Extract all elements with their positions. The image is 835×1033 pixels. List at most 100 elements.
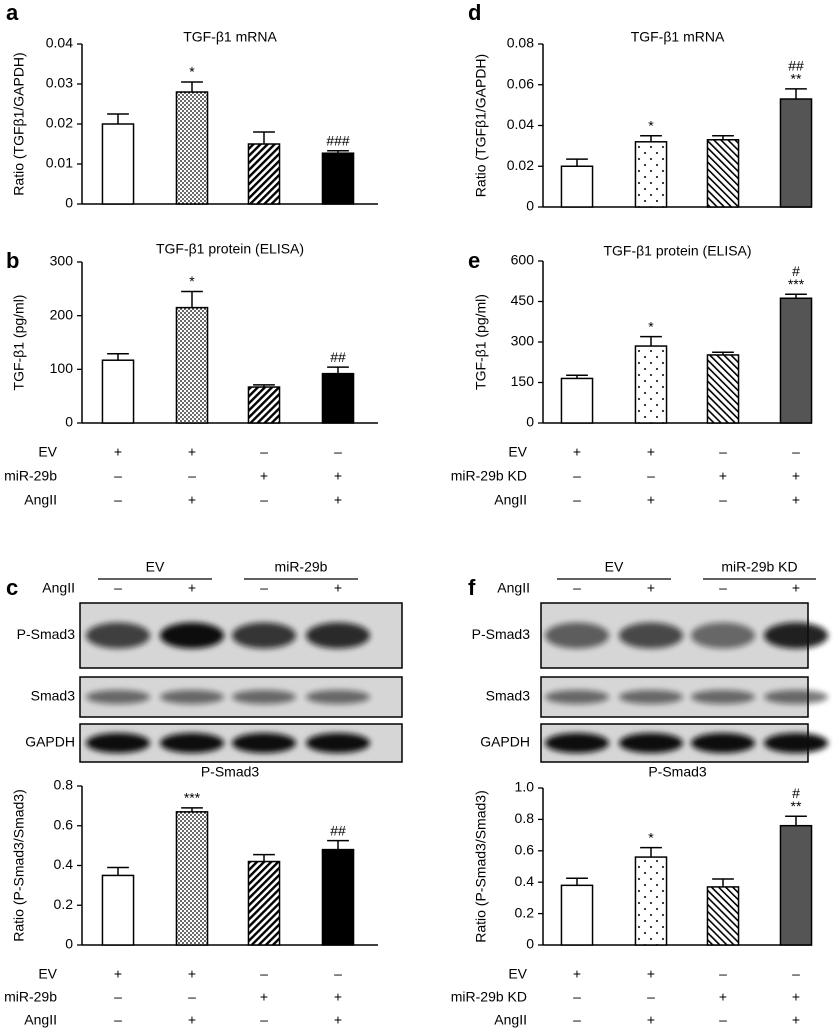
blot-band: [619, 733, 683, 753]
blot-treatment-mark: –: [114, 580, 122, 596]
condition-label: EV: [38, 966, 57, 982]
bar: [321, 848, 355, 946]
significance-label: *: [189, 64, 195, 80]
condition-mark: +: [719, 989, 727, 1005]
y-tick-label: 0.4: [54, 856, 74, 872]
condition-mark: –: [334, 444, 342, 460]
condition-mark: –: [260, 1012, 268, 1028]
bar: [779, 297, 813, 424]
blot-band-label: P-Smad3: [17, 626, 76, 642]
blot-band: [232, 690, 296, 704]
y-tick-label: 0: [65, 414, 73, 430]
chart-title: P-Smad3: [201, 764, 260, 780]
blot-band-label: GAPDH: [480, 734, 530, 750]
significance-label: ##: [788, 58, 804, 74]
condition-mark: –: [792, 444, 800, 460]
condition-label: AngII: [24, 1012, 57, 1028]
blot-band: [86, 690, 150, 704]
blot-treatment-mark: +: [334, 580, 342, 596]
condition-mark: +: [334, 492, 342, 508]
blot-band: [691, 733, 755, 753]
bar: [779, 824, 813, 946]
y-tick-label: 0: [65, 195, 73, 211]
bar: [175, 306, 209, 424]
condition-label: miR-29b: [4, 468, 57, 484]
y-tick-label: 100: [50, 360, 74, 376]
y-tick-label: 1.0: [515, 779, 535, 795]
blot-treatment-label: AngII: [497, 580, 530, 596]
condition-mark: –: [719, 966, 727, 982]
condition-label: EV: [38, 444, 57, 460]
condition-mark: +: [647, 1012, 655, 1028]
bar: [321, 372, 355, 424]
significance-label: *: [648, 318, 654, 334]
blot-band: [764, 622, 828, 649]
panel-letter: e: [468, 248, 480, 273]
bar: [634, 856, 668, 946]
condition-mark: +: [334, 989, 342, 1005]
bar: [101, 874, 135, 946]
y-tick-label: 0.03: [46, 75, 73, 91]
condition-mark: +: [792, 989, 800, 1005]
y-tick-label: 150: [511, 373, 535, 389]
bar: [247, 386, 281, 424]
condition-mark: –: [647, 468, 655, 484]
blot-band: [232, 622, 296, 649]
blot-treatment-mark: +: [792, 580, 800, 596]
condition-mark: –: [114, 492, 122, 508]
condition-label: EV: [508, 966, 527, 982]
y-tick-label: 0.6: [54, 816, 74, 832]
condition-mark: +: [260, 468, 268, 484]
bar: [101, 359, 135, 424]
y-axis-label: Ratio (P-Smad3/Smad3): [11, 789, 27, 942]
blot-treatment-mark: –: [719, 580, 727, 596]
y-tick-label: 0.01: [46, 155, 73, 171]
condition-mark: –: [188, 468, 196, 484]
blot-band: [86, 733, 150, 753]
y-axis-label: Ratio (P-Smad3/Smad3): [473, 790, 489, 943]
bar: [634, 141, 668, 208]
panel-letter: f: [468, 575, 476, 600]
condition-mark: –: [114, 1012, 122, 1028]
condition-mark: –: [114, 468, 122, 484]
y-axis-label: TGF-β1 (pg/ml): [11, 295, 27, 391]
blot-band: [86, 622, 150, 649]
blot-band: [160, 622, 224, 649]
blot-group-label: miR-29b KD: [721, 559, 797, 575]
y-tick-label: 600: [511, 252, 535, 268]
condition-label: miR-29b: [4, 989, 57, 1005]
significance-label: ##: [330, 822, 346, 838]
condition-mark: +: [792, 492, 800, 508]
y-tick-label: 200: [50, 306, 74, 322]
y-axis-label: Ratio (TGFβ1/GAPDH): [11, 52, 27, 195]
condition-mark: –: [573, 989, 581, 1005]
significance-label: ***: [788, 276, 805, 292]
bar: [247, 860, 281, 946]
y-axis-label: TGF-β1 (pg/ml): [473, 294, 489, 390]
bar: [175, 811, 209, 946]
blot-group-label: EV: [146, 559, 165, 575]
condition-mark: +: [573, 966, 581, 982]
condition-mark: +: [114, 444, 122, 460]
chart-title: TGF-β1 protein (ELISA): [156, 241, 304, 257]
y-tick-label: 0.8: [54, 777, 74, 793]
blot-group-label: EV: [605, 559, 624, 575]
condition-mark: –: [114, 989, 122, 1005]
blot-band: [160, 690, 224, 704]
y-tick-label: 300: [511, 333, 535, 349]
bar: [634, 345, 668, 424]
condition-mark: –: [719, 1012, 727, 1028]
blot-band-label: GAPDH: [25, 734, 75, 750]
panel-letter: d: [468, 0, 481, 25]
condition-mark: +: [260, 989, 268, 1005]
significance-label: ##: [330, 349, 346, 365]
y-tick-label: 0.4: [515, 873, 535, 889]
condition-mark: –: [573, 492, 581, 508]
condition-label: miR-29b KD: [451, 989, 527, 1005]
blot-treatment-mark: +: [188, 580, 196, 596]
condition-mark: –: [719, 492, 727, 508]
panel-letter: b: [6, 248, 19, 273]
condition-label: AngII: [494, 1012, 527, 1028]
